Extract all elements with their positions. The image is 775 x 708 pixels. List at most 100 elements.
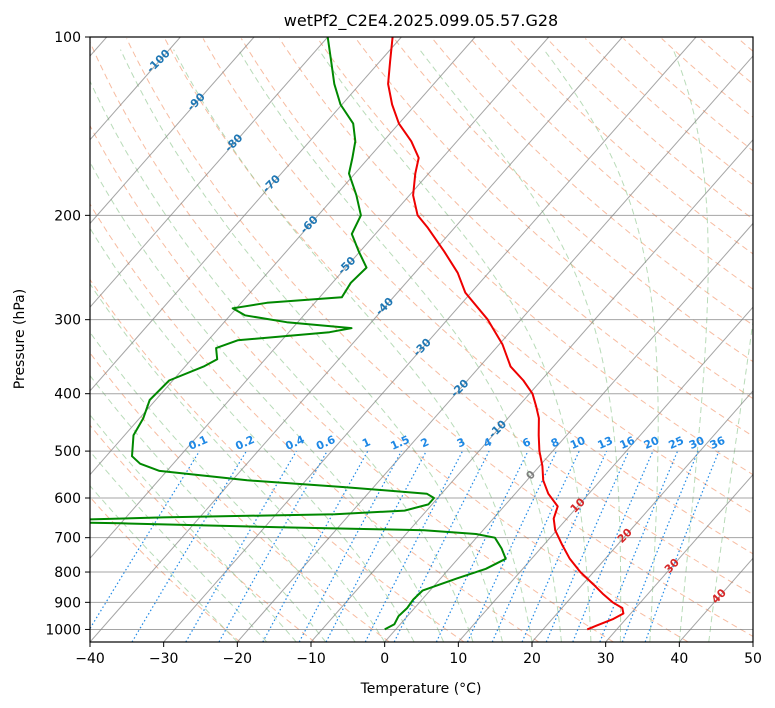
- y-tick-label: 400: [54, 387, 81, 403]
- moist-adiabat-line: [90, 450, 268, 642]
- isotherm-gridline: [531, 390, 753, 642]
- y-axis-ticks: 100 200 300 400 500 600 700 800 900 1000: [45, 30, 90, 638]
- y-tick-label: 500: [54, 444, 81, 460]
- mixing-ratio-label: 10: [568, 434, 588, 452]
- mixing-ratio-label: 20: [642, 434, 662, 452]
- plot-area: -100-90-80-70-60-50-40-30-20-10 0.1 0.2 0.…: [90, 37, 753, 642]
- moist-adiabat-line: [90, 484, 238, 642]
- mixing-ratio-label: 36: [708, 434, 728, 452]
- x-tick-label: 30: [597, 651, 615, 667]
- dry-adiabats: [90, 38, 753, 642]
- isotherm-gridline: [90, 37, 476, 476]
- x-tick-label: 20: [523, 651, 541, 667]
- temperature-line: [387, 37, 625, 631]
- isotherm-gridline: [310, 138, 753, 642]
- dry-adiabat-line: [90, 40, 689, 642]
- y-tick-label: 900: [54, 595, 81, 611]
- x-tick-label: 50: [744, 651, 762, 667]
- mixing-ratio-line: [364, 450, 464, 642]
- dry-adiabat-line: [126, 38, 753, 637]
- moist-adiabat-line: [90, 282, 386, 642]
- moist-adiabat-line: [90, 227, 415, 642]
- moist-adiabat-line: [90, 161, 445, 642]
- moist-adiabat-line: [672, 49, 709, 642]
- y-tick-label: 100: [54, 30, 81, 46]
- dry-adiabat-line: [90, 424, 316, 642]
- mixing-ratio-line: [218, 450, 328, 642]
- isotherm-gridlines: [90, 37, 753, 642]
- mixing-ratio-label: 25: [667, 434, 686, 452]
- dry-adiabat-line: [432, 38, 753, 326]
- moist-adiabat-line: [173, 49, 533, 642]
- x-tick-label: 40: [670, 651, 688, 667]
- mixing-ratio-line: [262, 450, 369, 642]
- mixing-ratio-line: [298, 450, 403, 642]
- x-tick-label: 10: [449, 651, 467, 667]
- mixing-ratio-line: [90, 450, 201, 630]
- x-tick-label: 0: [380, 651, 389, 667]
- isotherm-gridline: [605, 473, 753, 642]
- mixing-ratio-line: [572, 450, 654, 642]
- dry-adiabat-line: [623, 38, 753, 152]
- y-tick-label: 700: [54, 531, 81, 547]
- isotherm-gridline: [457, 306, 753, 642]
- dry-adiabat-line: [90, 352, 390, 642]
- dry-adiabat-line: [393, 38, 753, 363]
- y-tick-label: 800: [54, 565, 81, 581]
- x-axis-ticks: −40 −30 −20 −10 0 10 20 30 40 50: [75, 642, 762, 667]
- y-tick-label: 200: [54, 208, 81, 224]
- isotherm-gridline: [163, 37, 697, 642]
- dry-adiabat-line: [279, 38, 753, 476]
- mixing-ratio-label: 16: [618, 434, 638, 452]
- mixing-ratio-line: [599, 450, 679, 642]
- sounding-series: [90, 37, 625, 631]
- isotherm-gridline: [236, 55, 753, 642]
- moist-adiabat-line: [708, 317, 753, 642]
- moist-adiabats: [90, 49, 753, 642]
- isotherm-gridline: [384, 222, 753, 642]
- mixing-ratio-line: [393, 450, 490, 642]
- isotherm-gridline: [90, 37, 329, 308]
- x-axis-title: Temperature (°C): [360, 681, 482, 697]
- dry-adiabat-line: [355, 38, 753, 400]
- mixing-ratio-line: [621, 450, 699, 642]
- x-tick-label: −40: [75, 651, 105, 667]
- mixing-ratio-label: 30: [687, 434, 707, 452]
- y-tick-label: 1000: [45, 622, 81, 638]
- isotherm-gridline: [90, 37, 623, 642]
- plot-frame: [89, 36, 754, 643]
- dry-adiabat-line: [546, 38, 753, 220]
- isotherm-gridline: [90, 37, 255, 225]
- dry-adiabat-line: [317, 38, 753, 437]
- dry-adiabat-line: [584, 38, 753, 186]
- x-tick-label: −10: [296, 651, 326, 667]
- y-axis-title: Pressure (hPa): [12, 289, 28, 389]
- moist-adiabat-line: [318, 49, 592, 642]
- y-tick-label: 300: [54, 313, 81, 329]
- mixing-ratio-label: 13: [596, 434, 615, 452]
- mixing-ratio-lines: [90, 450, 720, 642]
- x-tick-label: −30: [149, 651, 179, 667]
- moist-adiabat-line: [120, 49, 503, 642]
- dewpoint-line: [90, 37, 507, 631]
- moist-adiabat-line: [419, 49, 622, 642]
- chart-title: wetPf2_C2E4.2025.099.05.57.G28: [284, 11, 558, 31]
- isotherm-gridline: [90, 37, 181, 141]
- isotherm-gridline: [90, 37, 402, 392]
- moist-adiabat-line: [543, 49, 659, 642]
- moist-adiabat-line: [90, 414, 297, 642]
- x-tick-label: −20: [223, 651, 253, 667]
- dry-adiabat-line: [90, 203, 540, 642]
- mixing-ratio-line: [545, 450, 630, 642]
- moist-adiabat-line: [237, 49, 562, 642]
- dry-adiabat-line: [202, 38, 753, 555]
- mixing-ratio-line: [644, 450, 720, 642]
- isotherm-gridline: [90, 37, 550, 560]
- isobar-gridlines: [90, 37, 753, 630]
- mixing-ratio-line: [521, 450, 608, 642]
- dry-adiabat-line: [164, 38, 753, 596]
- y-tick-label: 600: [54, 491, 81, 507]
